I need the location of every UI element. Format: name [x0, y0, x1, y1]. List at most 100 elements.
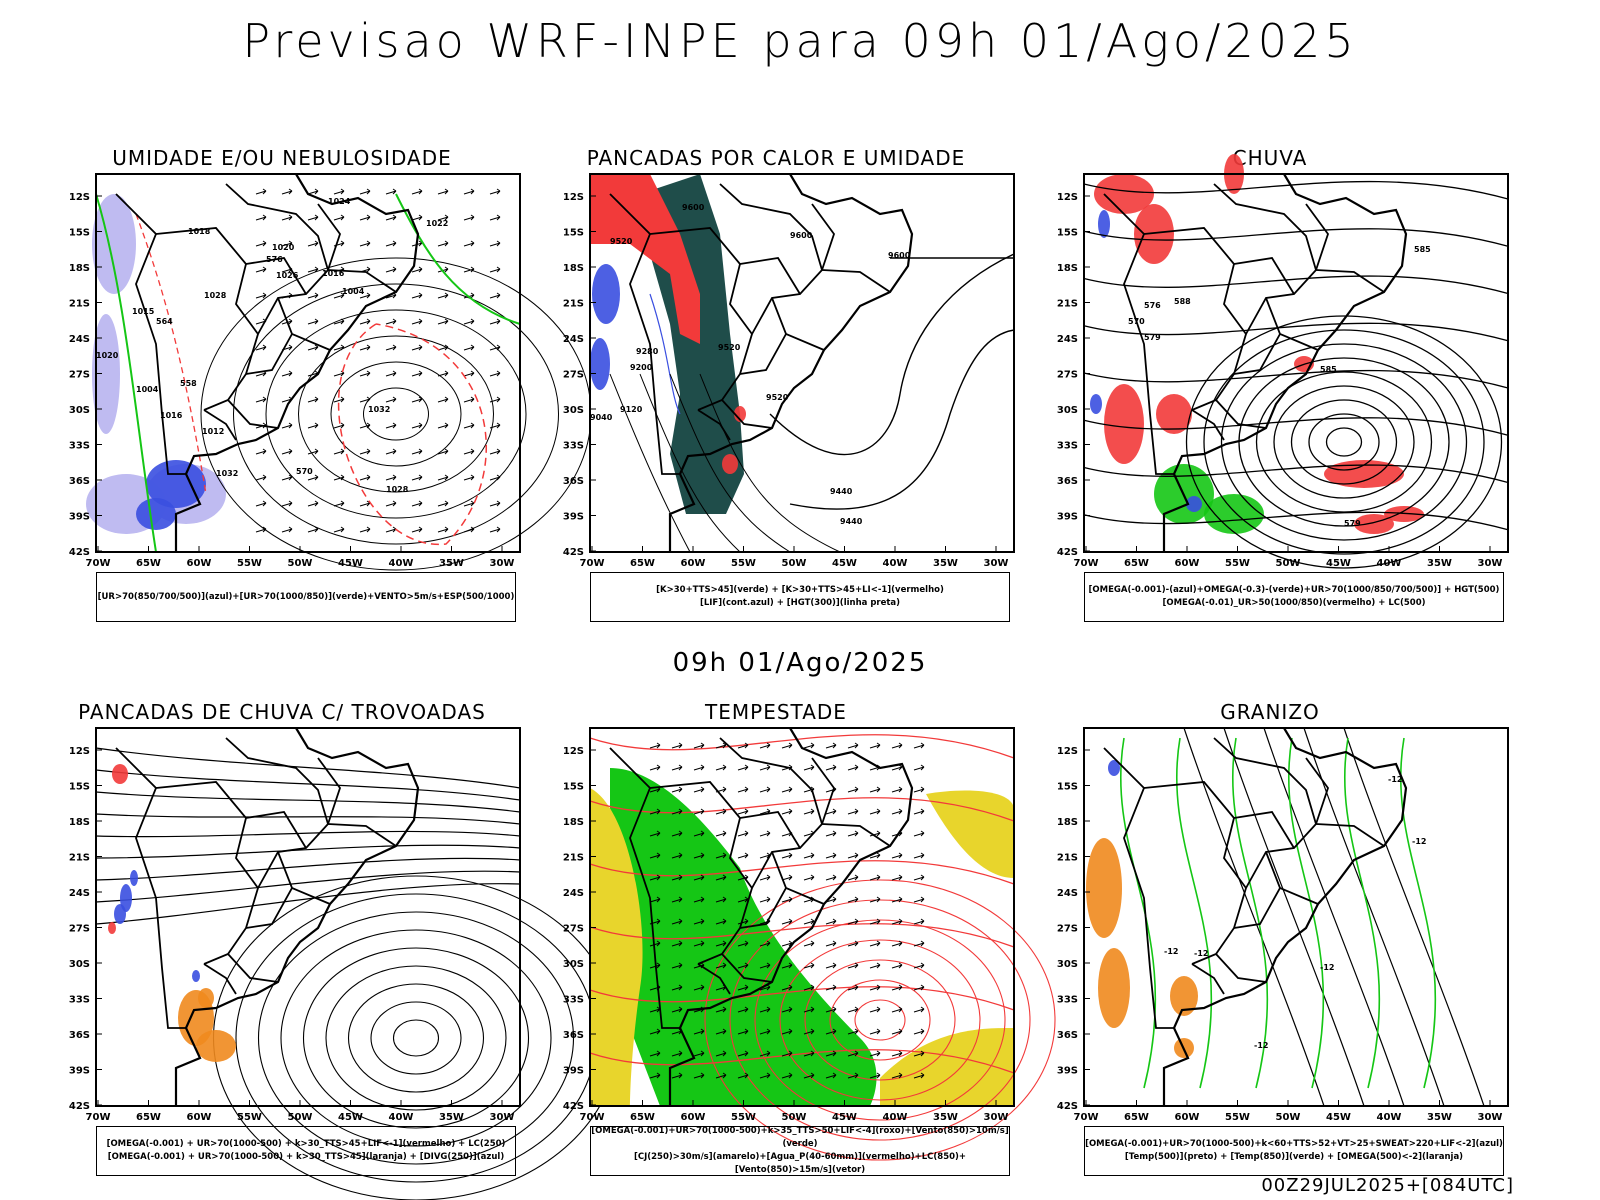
state-border	[327, 269, 397, 293]
wind-vector	[463, 214, 475, 221]
wind-vector	[411, 318, 423, 325]
wind-vector	[869, 896, 881, 903]
wind-vector	[359, 396, 371, 403]
storm-area-red	[108, 922, 116, 934]
wind-vector	[307, 188, 319, 195]
wind-vector	[333, 370, 345, 377]
wind-vector	[463, 240, 475, 247]
lon-tick-label: 40W	[389, 1112, 414, 1123]
lon-tick-label: 45W	[832, 558, 857, 569]
lat-tick-label: 30S	[69, 405, 90, 416]
lat-tick-label: 30S	[563, 405, 584, 416]
wind-vector	[715, 896, 727, 903]
lat-tick-label: 27S	[563, 924, 584, 935]
wind-vector	[693, 808, 705, 815]
state-border	[1305, 757, 1330, 825]
streamline	[95, 857, 521, 881]
wind-vector	[489, 500, 501, 507]
lat-tick-label: 36S	[1057, 1030, 1078, 1041]
wind-vector	[693, 742, 705, 749]
omega-area-orange	[1086, 838, 1122, 938]
wind-vector	[307, 474, 319, 481]
thickness-contour	[135, 213, 207, 495]
wind-vector	[759, 1050, 771, 1057]
wind-vector	[869, 830, 881, 837]
map-frame	[589, 727, 1015, 1107]
rain-area-blue	[1186, 496, 1202, 512]
lon-tick-label: 35W	[1427, 558, 1452, 569]
wind-vector	[825, 742, 837, 749]
panel-title: UMIDADE E/OU NEBULOSIDADE	[112, 146, 452, 170]
lat-tick-label: 15S	[69, 228, 90, 239]
wind-vector	[781, 786, 793, 793]
hail-area-blue	[1108, 760, 1120, 776]
wind-vector	[781, 808, 793, 815]
lat-tick-label: 18S	[69, 263, 90, 274]
instability-area-red	[734, 406, 746, 422]
wind-vector	[255, 188, 267, 195]
map-frame	[1083, 727, 1509, 1107]
lat-tick-label: 21S	[563, 853, 584, 864]
wind-vector	[307, 526, 319, 533]
lat-tick-label: 21S	[69, 853, 90, 864]
contour-label: -12	[1388, 775, 1402, 784]
state-border	[719, 737, 824, 889]
contour-label: 585	[1414, 245, 1431, 254]
lat-tick-label: 42S	[69, 1101, 90, 1112]
contour-line	[754, 919, 1006, 1121]
contour-line	[1185, 315, 1503, 569]
streamline	[1083, 322, 1509, 342]
wind-vector	[649, 940, 661, 947]
wind-vector	[359, 474, 371, 481]
wind-vector	[737, 808, 749, 815]
temp850-contour	[1175, 737, 1213, 1089]
contour-line	[704, 879, 1056, 1161]
lon-tick-label: 45W	[1326, 558, 1351, 569]
wind-vector	[715, 940, 727, 947]
contour-line	[804, 959, 956, 1081]
lat-tick-label: 42S	[563, 547, 584, 558]
wind-vector	[307, 292, 319, 299]
streamline	[589, 860, 1015, 885]
wind-vector	[825, 1072, 837, 1079]
lat-tick-label: 12S	[1057, 192, 1078, 203]
temp500-contour	[1343, 727, 1485, 1107]
wind-vector	[255, 240, 267, 247]
wind-vector	[671, 962, 683, 969]
state-border	[225, 183, 330, 335]
wind-vector	[869, 962, 881, 969]
lon-tick-label: 45W	[832, 1112, 857, 1123]
wind-vector	[281, 188, 293, 195]
wind-vector	[333, 214, 345, 221]
wind-vector	[803, 1050, 815, 1057]
lat-tick-label: 18S	[563, 817, 584, 828]
lat-tick-label: 33S	[69, 995, 90, 1006]
temp850-contour	[1287, 737, 1325, 1089]
wind-vector	[255, 292, 267, 299]
wind-vector	[913, 852, 925, 859]
lon-tick-label: 30W	[490, 558, 515, 569]
wind-vector	[385, 500, 397, 507]
wind-vector	[437, 292, 449, 299]
contour-label: 576	[1144, 301, 1161, 310]
lat-tick-label: 18S	[1057, 817, 1078, 828]
state-border	[1103, 193, 1174, 475]
wind-vector	[737, 1072, 749, 1079]
instability-area-red	[722, 454, 738, 474]
lon-tick-label: 40W	[883, 558, 908, 569]
humidity-area-blue	[146, 460, 206, 508]
lat-tick-label: 42S	[1057, 1101, 1078, 1112]
humidity-area-blue	[136, 498, 176, 530]
streamline	[95, 830, 521, 838]
wind-vector	[913, 808, 925, 815]
wind-vector	[489, 292, 501, 299]
contour-line	[1203, 329, 1485, 555]
wind-vector	[489, 188, 501, 195]
wind-vector	[281, 370, 293, 377]
divergence-area-blue	[114, 904, 126, 924]
wind-vector	[825, 1050, 837, 1057]
streamline	[1083, 511, 1509, 531]
lon-tick-label: 70W	[86, 1112, 111, 1123]
lat-tick-label: 18S	[1057, 263, 1078, 274]
